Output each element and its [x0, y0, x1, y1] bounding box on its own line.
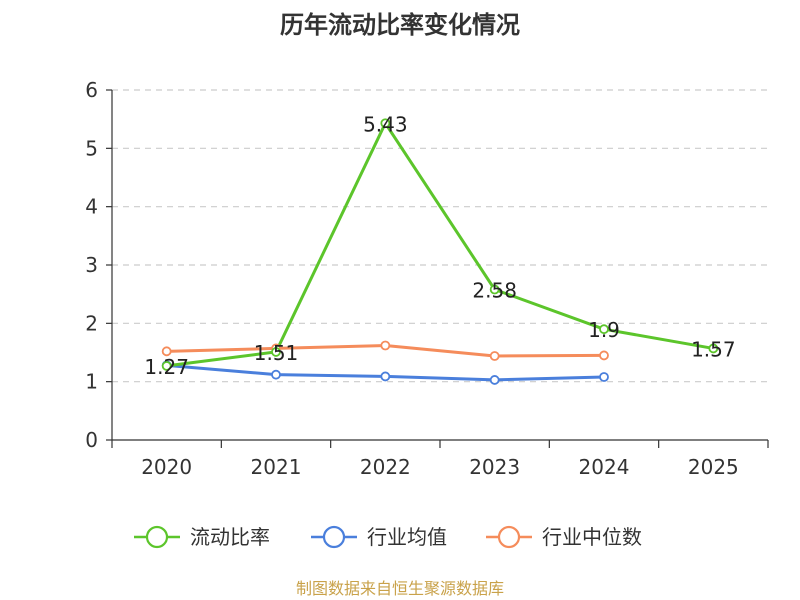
- y-tick-label: 2: [85, 311, 98, 335]
- data-point: [489, 351, 500, 361]
- data-point: [380, 340, 391, 351]
- legend-label: 流动比率: [190, 525, 270, 549]
- y-tick-label: 6: [85, 78, 98, 102]
- x-tick-label: 2025: [688, 455, 739, 479]
- data-point: [161, 361, 172, 371]
- data-point: [271, 347, 281, 357]
- data-point: [708, 343, 719, 354]
- legend-marker: [322, 525, 346, 549]
- legend-label: 行业中位数: [542, 525, 642, 549]
- data-label: 1.27: [144, 355, 189, 379]
- data-point: [599, 324, 609, 335]
- source-note: 制图数据来自恒生聚源数据库: [296, 579, 504, 598]
- data-label: 1.51: [254, 341, 299, 365]
- x-tick-label: 2023: [469, 455, 520, 479]
- data-label: 1.57: [691, 337, 736, 361]
- legend: 流动比率 行业均值 行业中位数: [134, 525, 642, 549]
- data-point: [489, 284, 500, 295]
- y-tick-label: 3: [85, 253, 98, 277]
- legend-marker: [497, 525, 521, 549]
- legend-label: 行业均值: [367, 525, 447, 549]
- data-labels: 1.27 1.51 5.43 2.58 1.9 1.57: [144, 112, 735, 379]
- x-tick-label: 2020: [141, 455, 192, 479]
- series-line-0: [166, 121, 714, 368]
- data-label: 1.9: [588, 318, 620, 342]
- x-tick-label: 2024: [579, 455, 630, 479]
- data-point: [161, 346, 172, 357]
- x-tick-label: 2022: [360, 455, 411, 479]
- x-tick-label: 2021: [251, 455, 302, 479]
- y-tick-label: 0: [85, 428, 98, 452]
- data-points: [161, 118, 719, 385]
- y-tick-label: 5: [85, 136, 98, 160]
- data-point: [380, 118, 391, 129]
- y-tick-label: 1: [85, 370, 98, 394]
- data-point: [380, 371, 391, 382]
- data-label: 2.58: [472, 279, 517, 303]
- data-point: [599, 372, 609, 382]
- chart-title: 历年流动比率变化情况: [280, 11, 520, 39]
- y-tick-label: 4: [85, 195, 98, 219]
- axes: 0 1 2 3 4 5 6 2020 2021 2022 2023 2024 2025: [85, 78, 769, 479]
- legend-marker: [145, 525, 169, 549]
- data-point: [489, 375, 500, 385]
- data-point: [599, 350, 609, 361]
- series-lines: [166, 121, 714, 382]
- grid-lines: [112, 89, 768, 383]
- data-label: 5.43: [363, 112, 408, 136]
- data-point: [271, 369, 281, 380]
